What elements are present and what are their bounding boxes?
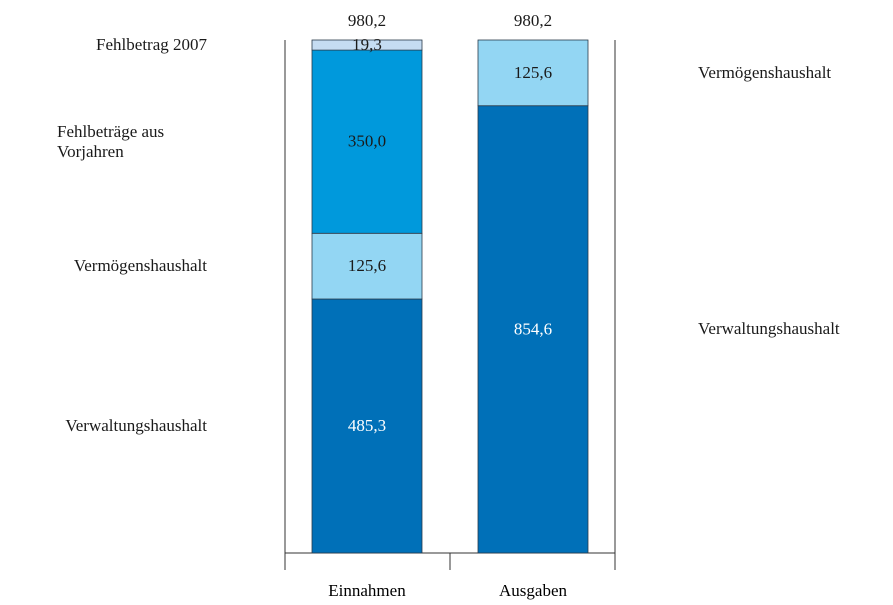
series-label-left: Fehlbeträge aus Vorjahren — [57, 121, 165, 161]
bar-segment — [311, 39, 423, 51]
series-label-left: Fehlbetrag 2007 — [96, 35, 207, 55]
series-label-left: Vermögenshaushalt — [73, 256, 207, 276]
total-label: 980,2 — [348, 11, 386, 30]
value-label: 125,6 — [348, 256, 386, 275]
bar-segment — [311, 298, 423, 554]
series-label-left: Verwaltungshaushalt — [65, 416, 207, 435]
x-tick-label: Ausgaben — [499, 581, 567, 600]
value-label: 485,3 — [348, 416, 386, 435]
bar-segment — [477, 105, 589, 554]
bar-segment — [311, 232, 423, 300]
value-label: 350,0 — [348, 132, 386, 151]
value-label: 854,6 — [514, 319, 552, 338]
value-label: 125,6 — [514, 63, 552, 82]
value-label: 19,3 — [352, 35, 382, 54]
x-tick-label: Einnahmen — [328, 581, 406, 600]
bar-segment — [477, 39, 589, 107]
series-label-right: Vermögenshaushalt — [698, 62, 832, 82]
total-label: 980,2 — [514, 11, 552, 30]
bar-segment — [311, 49, 423, 234]
series-label-right: Verwaltungshaushalt — [698, 319, 840, 339]
